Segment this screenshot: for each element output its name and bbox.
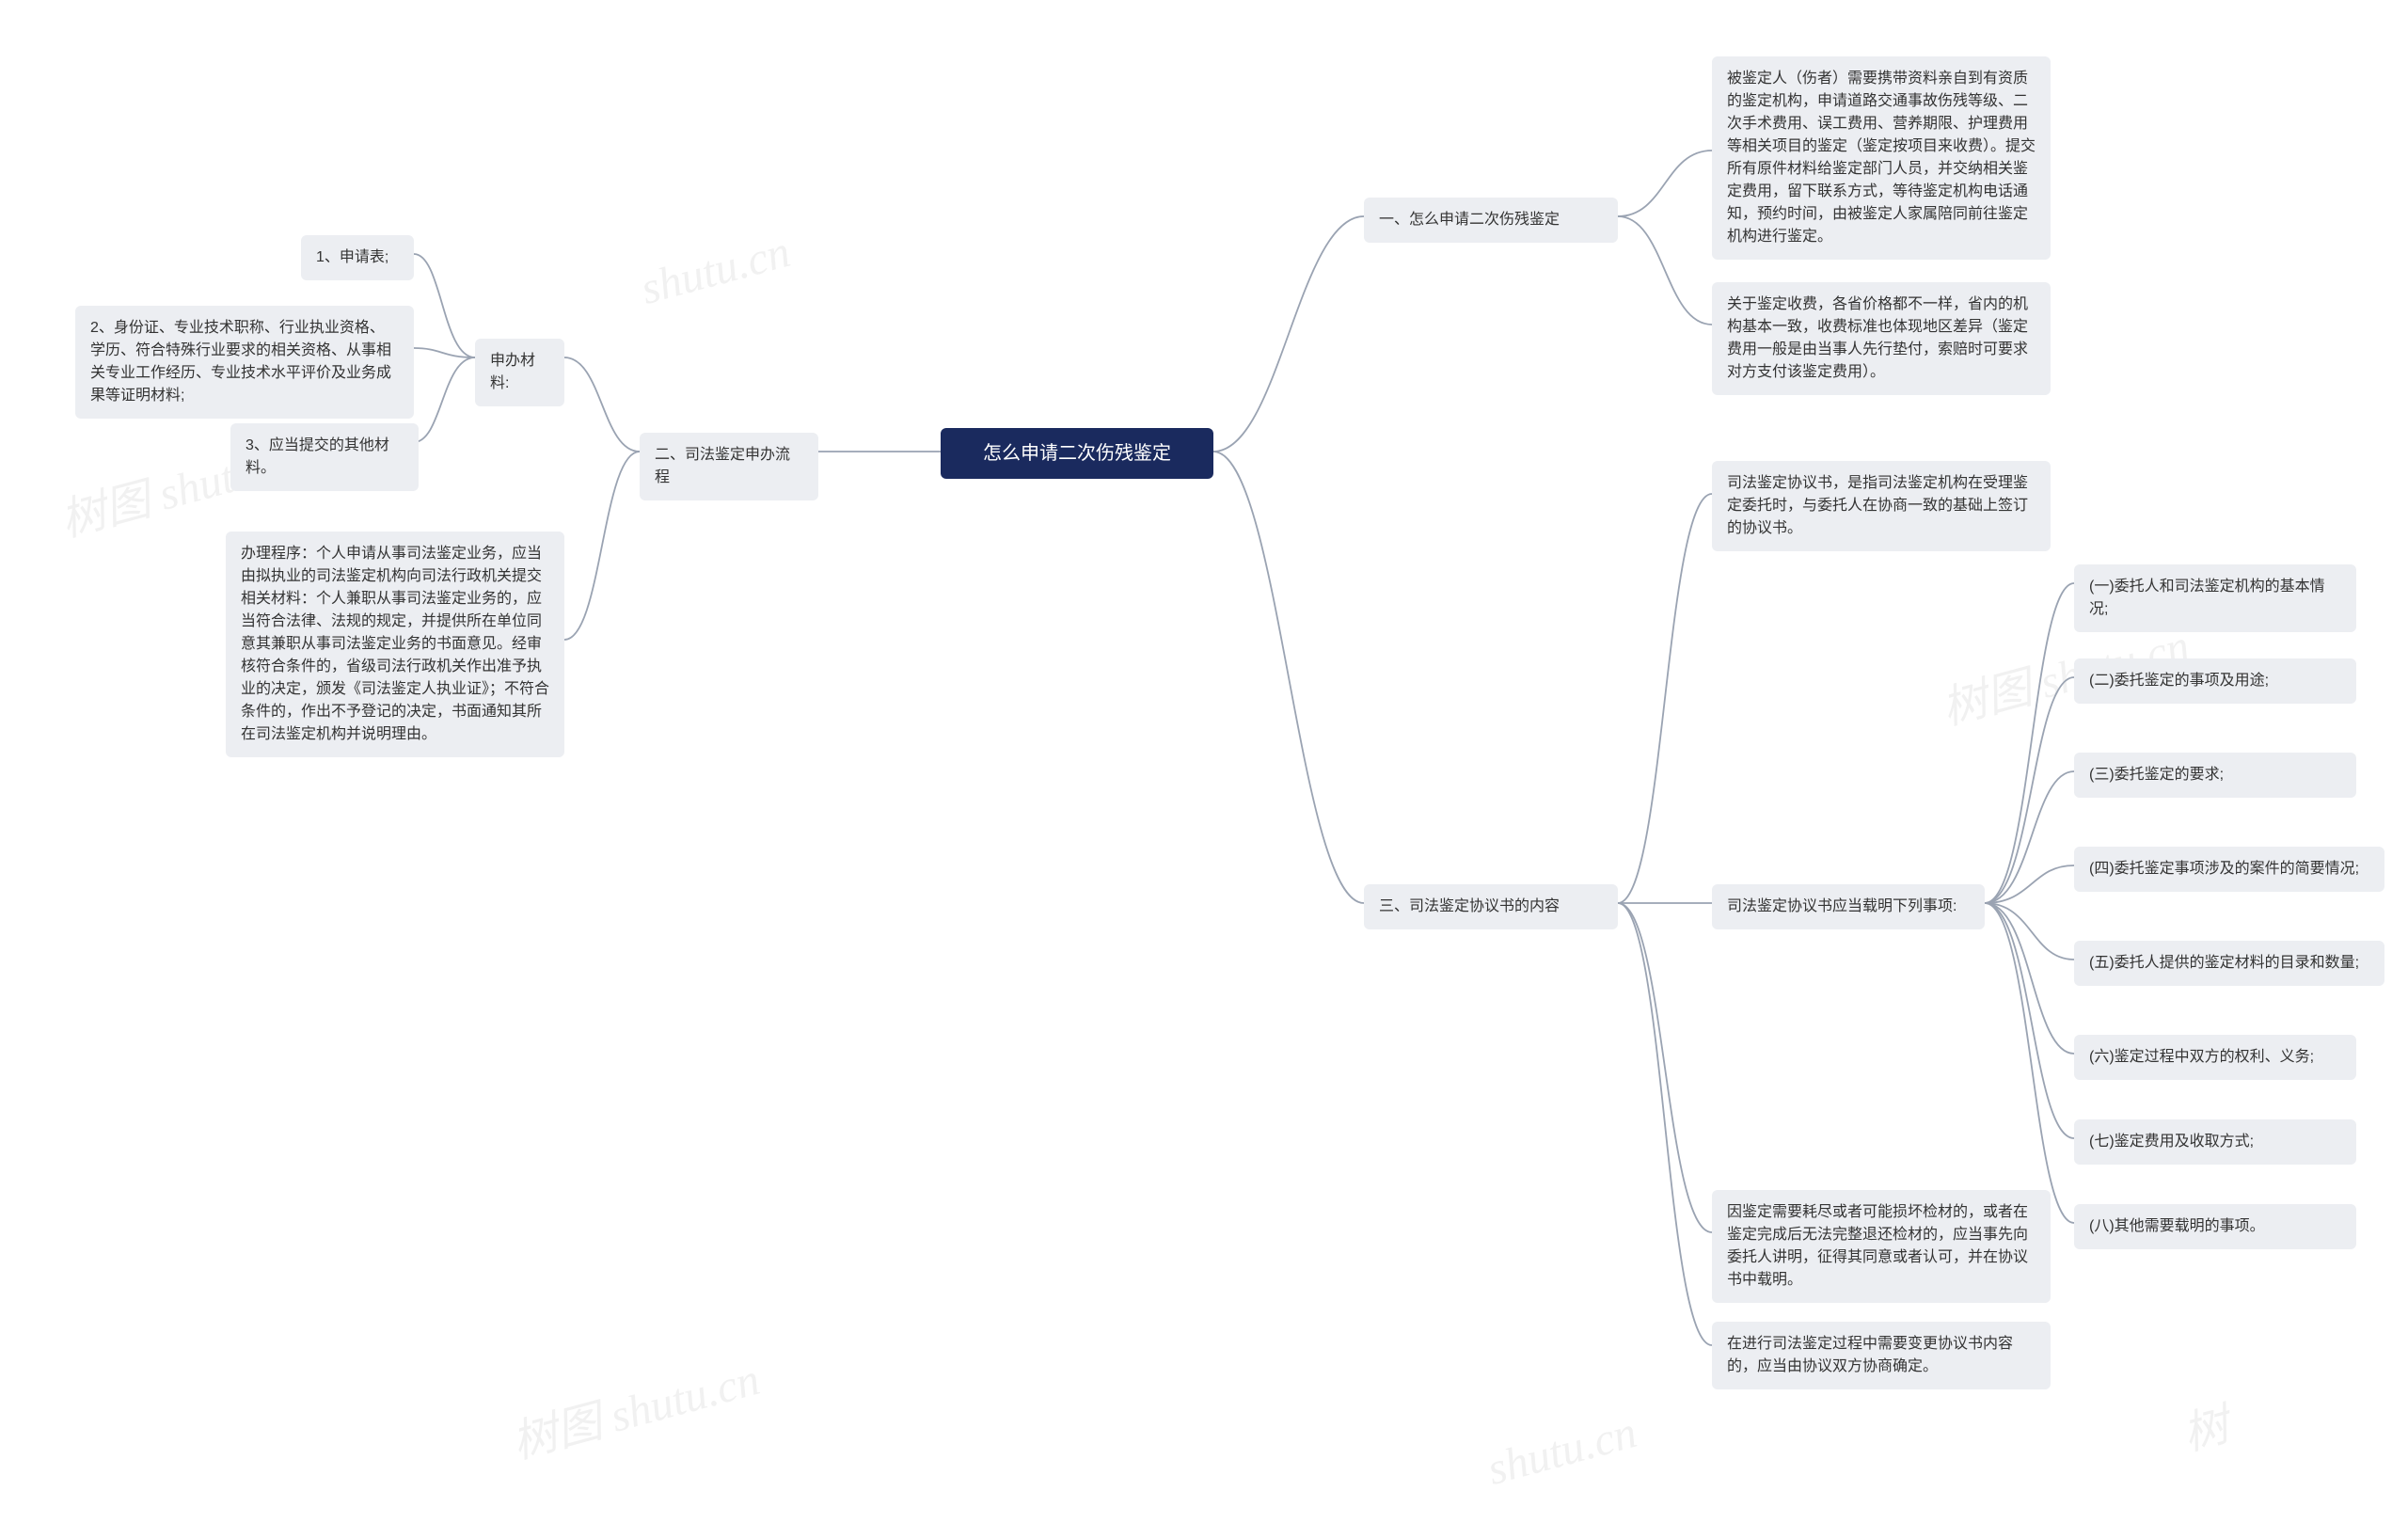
- branch-2-procedure: 办理程序：个人申请从事司法鉴定业务，应当由拟执业的司法鉴定机构向司法行政机关提交…: [226, 532, 564, 757]
- branch-3-item-2: (二)委托鉴定的事项及用途;: [2074, 658, 2356, 704]
- branch-1-note-1: 被鉴定人（伤者）需要携带资料亲自到有资质的鉴定机构，申请道路交通事故伤残等级、二…: [1712, 56, 2051, 260]
- branch-3-item-3: (三)委托鉴定的要求;: [2074, 753, 2356, 798]
- root-node: 怎么申请二次伤残鉴定: [941, 428, 1213, 479]
- branch-3-note-3: 因鉴定需要耗尽或者可能损坏检材的，或者在鉴定完成后无法完整退还检材的，应当事先向…: [1712, 1190, 2051, 1303]
- watermark: shutu.cn: [636, 226, 796, 315]
- branch-2-mat-item-2: 2、身份证、专业技术职称、行业执业资格、学历、符合特殊行业要求的相关资格、从事相…: [75, 306, 414, 419]
- watermark: shutu.cn: [1482, 1406, 1642, 1496]
- branch-3-item-4: (四)委托鉴定事项涉及的案件的简要情况;: [2074, 847, 2384, 892]
- branch-2-mat-item-3: 3、应当提交的其他材料。: [230, 423, 419, 491]
- branch-3-note-4: 在进行司法鉴定过程中需要变更协议书内容的，应当由协议双方协商确定。: [1712, 1322, 2051, 1389]
- branch-3-item-8: (八)其他需要载明的事项。: [2074, 1204, 2356, 1249]
- branch-3-note-1: 司法鉴定协议书，是指司法鉴定机构在受理鉴定委托时，与委托人在协商一致的基础上签订…: [1712, 461, 2051, 551]
- branch-1-note-2: 关于鉴定收费，各省价格都不一样，省内的机构基本一致，收费标准也体现地区差异（鉴定…: [1712, 282, 2051, 395]
- branch-2: 二、司法鉴定申办流程: [640, 433, 818, 500]
- watermark: 树: [2175, 1388, 2235, 1463]
- branch-3-item-7: (七)鉴定费用及收取方式;: [2074, 1119, 2356, 1165]
- branch-3-list-label: 司法鉴定协议书应当载明下列事项:: [1712, 884, 1985, 929]
- branch-2-mat-item-1: 1、申请表;: [301, 235, 414, 280]
- branch-3-item-5: (五)委托人提供的鉴定材料的目录和数量;: [2074, 941, 2384, 986]
- branch-3-item-6: (六)鉴定过程中双方的权利、义务;: [2074, 1035, 2356, 1080]
- branch-3-item-1: (一)委托人和司法鉴定机构的基本情况;: [2074, 564, 2356, 632]
- branch-2-materials: 申办材料:: [475, 339, 564, 406]
- branch-1: 一、怎么申请二次伤残鉴定: [1364, 198, 1618, 243]
- branch-3: 三、司法鉴定协议书的内容: [1364, 884, 1618, 929]
- watermark: 树图 shutu.cn: [504, 1341, 766, 1470]
